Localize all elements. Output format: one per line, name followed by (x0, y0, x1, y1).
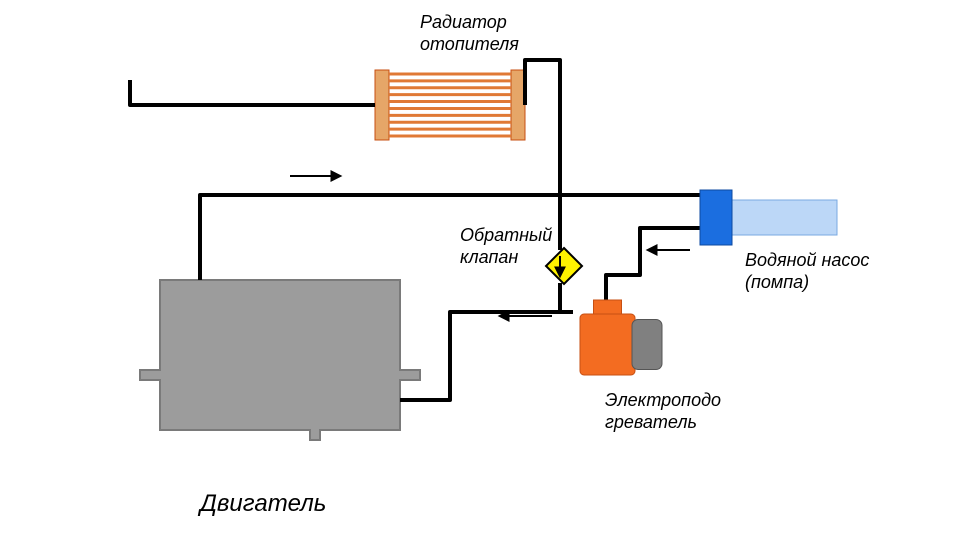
valve-label: Обратный клапан (460, 225, 552, 268)
engine-label: Двигатель (200, 490, 326, 519)
pump-label: Водяной насос (помпа) (745, 250, 869, 293)
heater-label: Электроподо греватель (605, 390, 721, 433)
radiator-label: Радиатор отопителя (420, 12, 519, 55)
engine-shape (140, 280, 420, 440)
heater-shape (580, 300, 662, 375)
diagram-canvas: Радиатор отопителя Обратный клапан Водян… (0, 0, 960, 550)
radiator-shape (375, 70, 525, 140)
pump-shape (700, 190, 837, 245)
